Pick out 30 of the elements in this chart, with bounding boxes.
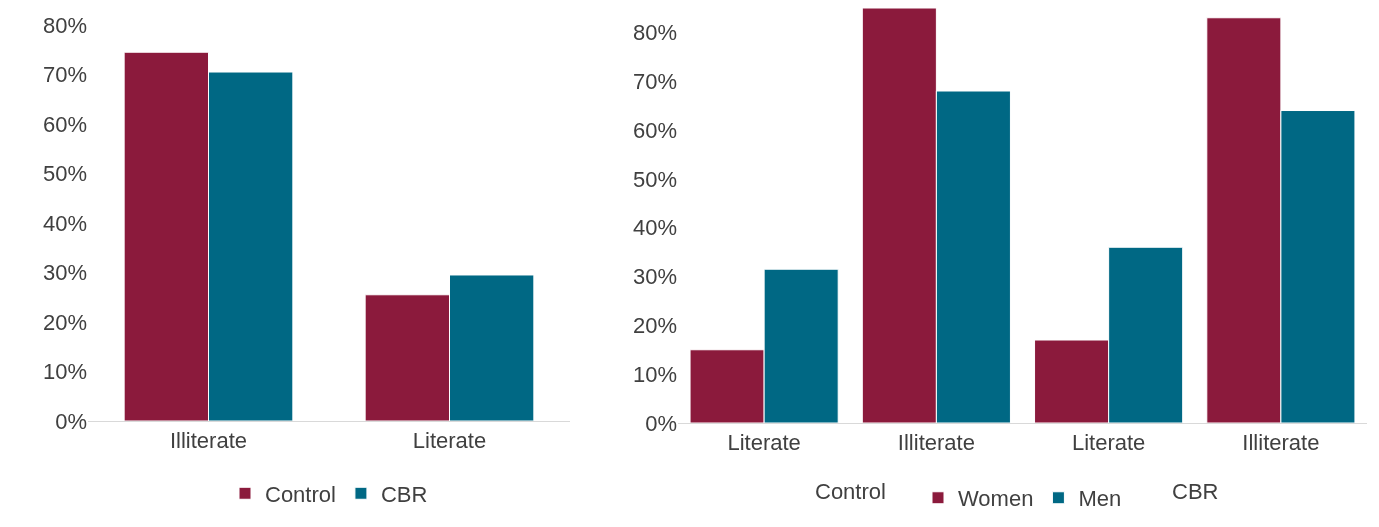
x-tick-label: Literate: [727, 430, 801, 456]
text: Control: [815, 479, 886, 504]
y-tick-label: 50%: [42, 161, 87, 187]
x-tick-label: Literate: [1071, 430, 1146, 456]
y-tick-label: 20%: [632, 313, 677, 339]
x-tick-label: Illiterate: [897, 430, 975, 456]
text: CBR: [1172, 479, 1219, 504]
y-tick-label: 70%: [42, 62, 87, 88]
y-tick-label: 70%: [632, 68, 677, 94]
y-tick-label: 30%: [42, 260, 87, 286]
y-tick-label: 60%: [632, 117, 677, 143]
y-tick-label: 30%: [632, 264, 677, 290]
x-tick-label: Illiterate: [169, 428, 248, 454]
legend-label: Men: [1078, 486, 1122, 512]
y-tick-label: 10%: [632, 361, 677, 387]
y-tick-label: 20%: [42, 309, 87, 335]
y-tick-label: 0%: [55, 408, 87, 434]
legend-label: Women: [958, 486, 1034, 512]
legend-label: CBR: [380, 481, 428, 507]
y-tick-label: 40%: [632, 215, 677, 241]
y-tick-label: 80%: [632, 20, 677, 46]
y-tick-label: 60%: [42, 111, 87, 137]
y-tick-label: 80%: [42, 12, 87, 38]
x-tick-label: Literate: [412, 428, 487, 454]
y-tick-label: 0%: [645, 410, 677, 436]
y-tick-label: 40%: [42, 210, 87, 236]
legend-label: Control: [265, 481, 336, 507]
y-tick-label: 10%: [42, 359, 87, 385]
y-tick-label: 50%: [632, 166, 677, 192]
x-tick-label: Illiterate: [1242, 430, 1320, 456]
